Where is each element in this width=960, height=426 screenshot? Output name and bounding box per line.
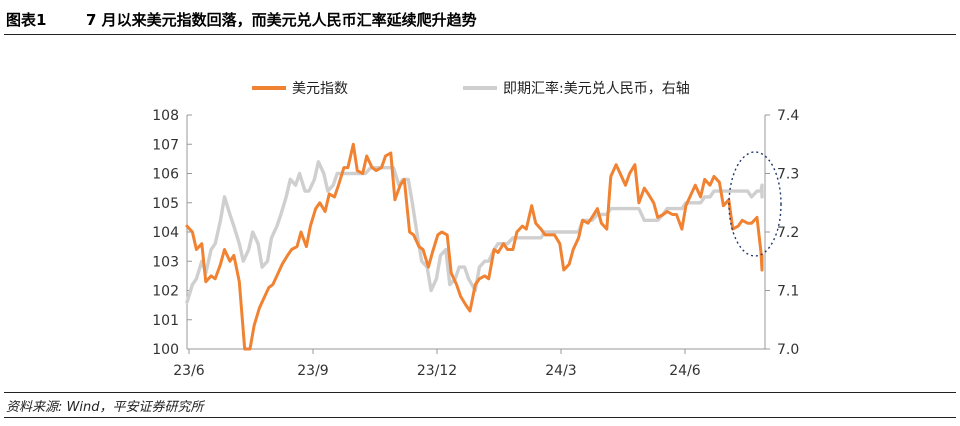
y-left-tick-label: 103 [152, 254, 179, 270]
y-right-tick-label: 7.0 [777, 342, 799, 358]
y-right-tick-label: 7.1 [777, 284, 799, 300]
x-tick-label: 23/9 [297, 363, 328, 379]
y-left-tick-label: 106 [152, 167, 179, 183]
legend: 美元指数 即期汇率:美元兑人民币，右轴 [252, 80, 690, 97]
figure-source: 资料来源: Wind，平安证券研究所 [6, 400, 204, 415]
highlight-ellipse [728, 151, 782, 257]
y-left-tick-label: 101 [152, 313, 179, 329]
x-tick-label: 24/3 [545, 363, 576, 379]
y-right-tick-label: 7.4 [777, 108, 799, 124]
series-line-cny [185, 160, 764, 304]
y-right-tick-label: 7.2 [777, 225, 799, 241]
y-left-tick-label: 108 [152, 108, 179, 124]
y-left-tick-label: 105 [152, 196, 179, 212]
x-tick-label: 24/6 [669, 363, 701, 379]
series-layer [185, 142, 764, 351]
legend-label-dxy: 美元指数 [292, 81, 348, 97]
x-tick-label: 23/6 [173, 363, 205, 379]
y-right-tick-label: 7.3 [777, 167, 799, 183]
y-left-tick-label: 104 [152, 225, 179, 241]
line-chart: 美元指数 即期汇率:美元兑人民币，右轴 10010110210310410510… [152, 80, 799, 379]
header-rule [4, 34, 956, 35]
source-rule [4, 392, 956, 393]
y-left-tick-label: 100 [152, 342, 179, 358]
legend-label-cny: 即期汇率:美元兑人民币，右轴 [503, 80, 690, 97]
y-left-tick-label: 102 [152, 284, 179, 300]
bottom-rule [4, 417, 956, 418]
y-left-tick-label: 107 [152, 137, 179, 153]
axes: 100 101 102 103 104 105 106 107 108 7.0 7.1 7.2 7.3 7… [152, 108, 799, 379]
figure-label: 图表1 [6, 11, 47, 29]
x-tick-label: 23/12 [417, 363, 457, 379]
figure-title: 7 月以来美元指数回落，而美元兑人民币汇率延续爬升趋势 [86, 11, 477, 29]
figure-header: 图表1 7 月以来美元指数回落，而美元兑人民币汇率延续爬升趋势 [0, 0, 960, 36]
series-line-dxy [185, 142, 764, 351]
